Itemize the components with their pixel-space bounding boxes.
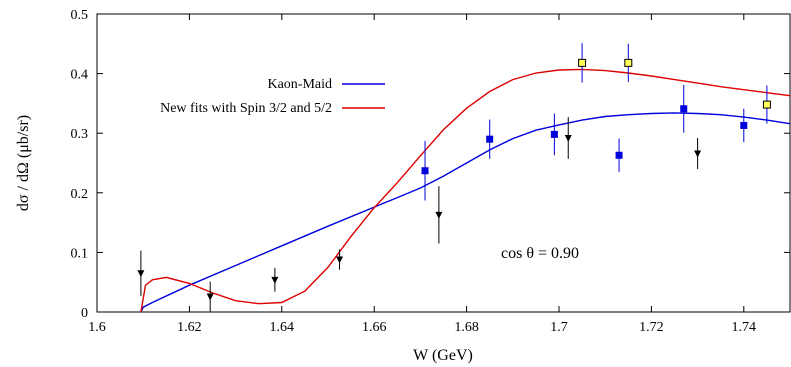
y-tick-label: 0 — [81, 306, 88, 321]
x-tick-label: 1.66 — [362, 320, 387, 335]
y-tick-label: 0.4 — [71, 68, 89, 83]
square-open-point — [624, 58, 633, 67]
x-tick-label: 1.74 — [732, 320, 757, 335]
triangle-point — [271, 276, 279, 284]
legend-label-new-fits: New fits with Spin 3/2 and 5/2 — [160, 101, 332, 116]
triangle-point — [564, 134, 572, 142]
y-axis-title: dσ / dΩ (μb/sr) — [15, 115, 32, 211]
square-point — [740, 121, 748, 129]
curves — [140, 68, 791, 313]
data-points — [137, 43, 771, 312]
square-point — [680, 105, 688, 113]
triangle-point — [694, 150, 702, 158]
square-point — [615, 151, 623, 159]
x-tick-label: 1.68 — [454, 320, 479, 335]
x-tick-label: 1.64 — [270, 320, 295, 335]
y-tick-label: 0.3 — [71, 127, 89, 142]
plot-frame — [96, 13, 791, 313]
square-point — [550, 130, 558, 138]
triangle-point — [336, 256, 344, 264]
square-point — [421, 167, 429, 175]
x-tick-label: 1.6 — [88, 320, 106, 335]
y-tick-label: 0.2 — [71, 187, 89, 202]
new-fits-curve — [140, 68, 791, 313]
legend-label-kaon-maid: Kaon-Maid — [267, 77, 332, 92]
y-tick-label: 0.5 — [71, 8, 89, 23]
x-tick-label: 1.7 — [550, 320, 568, 335]
triangle-point — [137, 270, 145, 278]
triangle-point — [206, 293, 214, 301]
triangle-point — [435, 211, 443, 219]
kaon-maid-curve — [140, 112, 791, 313]
cos-theta-annotation: cos θ = 0.90 — [501, 245, 579, 262]
square-open-point — [578, 58, 587, 67]
tick-labels: 1.6 1.62 1.64 1.66 1.68 1.7 1.72 1.74 0 0.1 0.2 0.3… — [71, 8, 757, 335]
square-open-point — [762, 100, 771, 109]
axis-ticks — [96, 13, 790, 313]
x-tick-label: 1.72 — [639, 320, 664, 335]
legend: Kaon-Maid New fits with Spin 3/2 and 5/2 — [160, 77, 385, 116]
square-point — [486, 135, 494, 143]
y-tick-label: 0.1 — [71, 246, 89, 261]
x-axis-title: W (GeV) — [413, 347, 473, 364]
x-tick-label: 1.62 — [177, 320, 202, 335]
